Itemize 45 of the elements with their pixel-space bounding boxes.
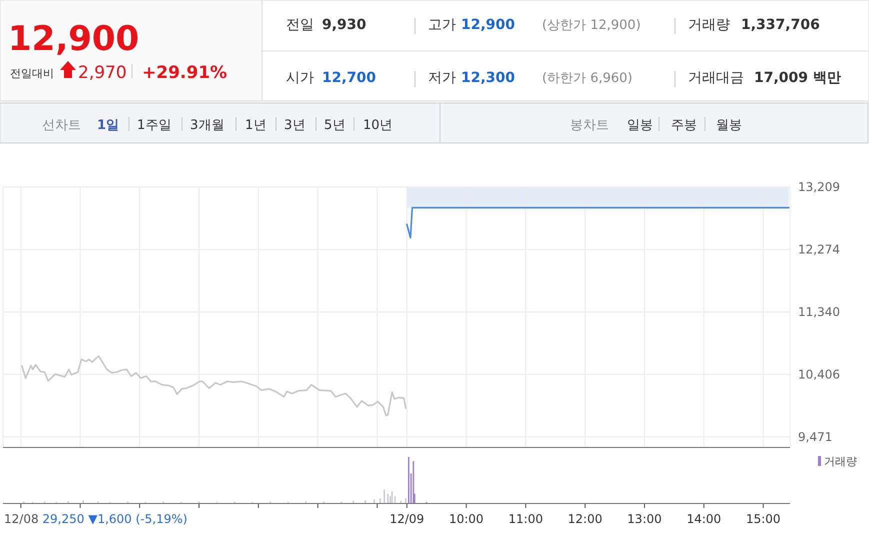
x-tick-label: 10:00 (448, 512, 484, 526)
text: (하한가 6,960) (542, 71, 632, 86)
text: 주봉 (671, 118, 697, 133)
text: 고가 (428, 17, 456, 33)
text: 전일대비 (10, 67, 54, 80)
text: 17,009 백만 (754, 70, 841, 86)
x-tick-label: 13:00 (627, 512, 662, 526)
text: 12/08 29,250 ▼1,600 (-5,19%) (4, 512, 188, 526)
text: 봉차트 (570, 118, 609, 133)
y-tick-label: 11,340 (798, 304, 840, 319)
text: 12,300 (461, 70, 516, 86)
text: (상한가 12,900) (542, 18, 641, 33)
text: 12,900 (8, 19, 140, 59)
text: 2,970 (78, 63, 127, 83)
text: +29.91% (142, 63, 228, 83)
x-tick-label: 12:00 (568, 512, 602, 526)
text: 선차트 (42, 118, 81, 133)
text: 3년 (284, 118, 306, 133)
text: 1,337,706 (741, 17, 820, 33)
text: 월봉 (716, 118, 742, 133)
line-series (21, 355, 407, 416)
text: 1주일 (137, 118, 172, 133)
text: 저가 (428, 70, 456, 86)
x-tick-label: 15:00 (746, 512, 781, 526)
text: 거래량 (688, 17, 730, 33)
text: 3개월 (190, 118, 224, 133)
text: 시가 (286, 70, 314, 86)
text: 12,700 (322, 70, 376, 86)
text: 5년 (324, 118, 346, 133)
text: 거래대금 (688, 70, 744, 86)
legend-label: 거래량 (824, 455, 857, 468)
text: 9,930 (322, 17, 367, 33)
x-tick-label: 11:00 (508, 512, 543, 526)
y-tick-label: 9,471 (798, 430, 832, 444)
text: 12,900 (461, 17, 516, 33)
text: 1일 (97, 118, 120, 133)
x-tick-label: 12/09 (390, 512, 424, 526)
text: 10년 (363, 118, 393, 133)
y-tick-label: 13,209 (798, 180, 840, 194)
text: 일봉 (627, 118, 653, 133)
y-tick-label: 12,274 (798, 242, 840, 257)
text: 전일 (286, 17, 314, 33)
text: 1년 (245, 118, 266, 133)
x-tick-label: 14:00 (686, 512, 722, 526)
y-tick-label: 10,406 (798, 367, 840, 382)
